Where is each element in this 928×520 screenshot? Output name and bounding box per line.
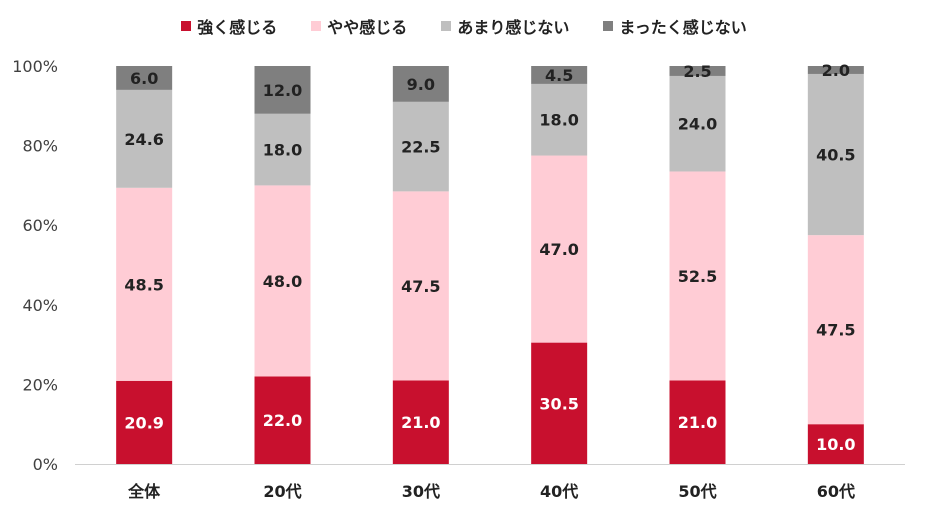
x-tick-label: 60代	[817, 482, 855, 501]
data-label: 6.0	[130, 69, 158, 88]
x-tick-label: 全体	[127, 482, 161, 501]
bar-segment	[531, 155, 588, 343]
data-label: 47.0	[539, 240, 578, 259]
y-tick-label: 100%	[12, 57, 58, 76]
legend-label-not-much: あまり感じない	[457, 18, 570, 37]
data-label: 18.0	[539, 111, 578, 130]
legend-swatch-not-at-all	[603, 21, 614, 31]
data-label: 40.5	[816, 146, 855, 165]
bar-segment	[669, 66, 726, 76]
bar-segment	[669, 380, 726, 464]
legend: 強く感じる やや感じる あまり感じない まったく感じない	[0, 14, 928, 38]
bar-segment	[116, 187, 173, 381]
x-tick-label: 50代	[678, 482, 716, 501]
data-label: 21.0	[678, 413, 717, 432]
legend-item-not-much: あまり感じない	[441, 14, 569, 38]
bar-segment	[807, 424, 864, 464]
y-tick-label: 80%	[22, 137, 58, 156]
data-label: 20.9	[124, 413, 163, 432]
data-label: 52.5	[678, 267, 717, 286]
data-label: 10.0	[816, 435, 855, 454]
data-label: 12.0	[263, 81, 302, 100]
bar-segment	[254, 113, 311, 186]
data-label: 24.0	[678, 115, 717, 134]
legend-item-somewhat-feel: やや感じる	[311, 14, 407, 38]
data-label: 4.5	[545, 66, 573, 85]
data-label: 21.0	[401, 413, 440, 432]
bar-segment	[531, 83, 588, 156]
data-label: 24.6	[124, 130, 163, 149]
legend-swatch-somewhat-feel	[311, 21, 322, 31]
data-label: 30.5	[539, 394, 578, 413]
data-label: 2.5	[683, 62, 711, 81]
bar-segment	[254, 66, 311, 114]
bar-segment	[392, 101, 449, 192]
data-label: 48.0	[263, 272, 302, 291]
bar-segment	[254, 185, 311, 377]
bar-segment	[116, 89, 173, 188]
bar-segment	[392, 191, 449, 381]
data-label: 47.5	[816, 321, 855, 340]
bar-segment	[116, 66, 173, 90]
bar-segment	[531, 66, 588, 84]
legend-item-strongly-feel: 強く感じる	[181, 14, 277, 38]
data-label: 22.5	[401, 138, 440, 157]
bar-segment	[807, 66, 864, 74]
x-tick-label: 40代	[540, 482, 578, 501]
data-label: 22.0	[263, 411, 302, 430]
legend-item-not-at-all: まったく感じない	[603, 14, 747, 38]
bar-segment	[807, 235, 864, 425]
data-label: 47.5	[401, 277, 440, 296]
bar-segment	[669, 75, 726, 172]
y-tick-label: 60%	[22, 216, 58, 235]
data-label: 48.5	[124, 275, 163, 294]
y-tick-label: 20%	[22, 375, 58, 394]
bar-segment	[116, 380, 173, 464]
data-label: 2.0	[822, 61, 850, 80]
bar-segment	[669, 171, 726, 381]
x-tick-label: 30代	[402, 482, 440, 501]
y-tick-label: 40%	[22, 296, 58, 315]
data-label: 9.0	[407, 75, 435, 94]
legend-label-not-at-all: まったく感じない	[619, 18, 747, 37]
bar-segment	[392, 66, 449, 102]
legend-swatch-not-much	[441, 21, 452, 31]
data-label: 18.0	[263, 141, 302, 160]
bar-segment	[392, 380, 449, 464]
legend-label-strongly-feel: 強く感じる	[197, 18, 278, 37]
y-tick-label: 0%	[33, 455, 58, 474]
legend-label-somewhat-feel: やや感じる	[327, 18, 408, 37]
x-tick-label: 20代	[263, 482, 301, 501]
bar-segment	[531, 342, 588, 464]
bar-segment	[254, 376, 311, 464]
bar-segment	[807, 73, 864, 236]
legend-swatch-strongly-feel	[181, 21, 192, 31]
